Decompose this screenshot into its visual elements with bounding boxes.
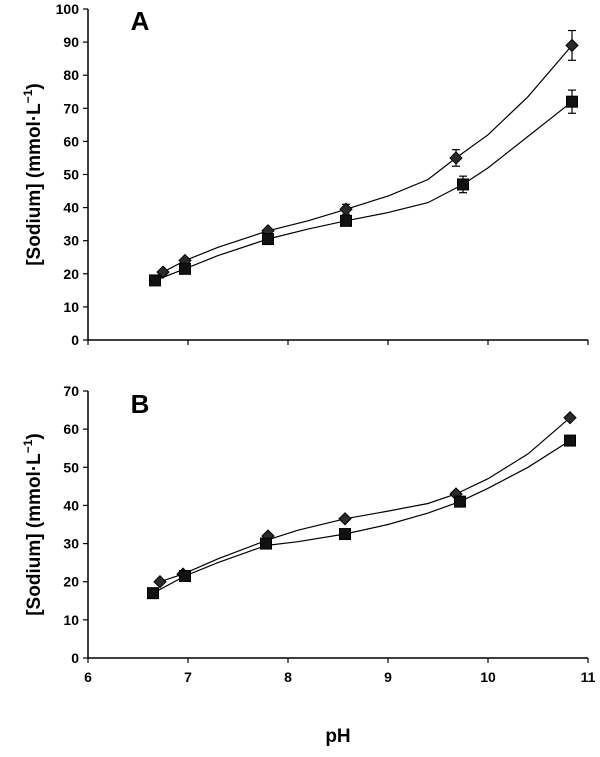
y-axis-title: [Sodium] (mmol·L−1) bbox=[21, 83, 45, 266]
x-tick-label: 6 bbox=[84, 669, 92, 685]
series-line-diamond bbox=[159, 417, 571, 583]
y-tick-label: 20 bbox=[63, 266, 79, 282]
series-line-diamond bbox=[162, 45, 573, 273]
square-data-point bbox=[566, 95, 578, 108]
square-data-point bbox=[262, 233, 274, 246]
y-tick-label: 60 bbox=[63, 133, 79, 149]
chart-panel-b: 0 10 20 30 40 50 60 70 6 7 8 9 10 11 B [Sodium] (mmol·L… bbox=[21, 383, 596, 685]
series-line-square bbox=[154, 101, 573, 281]
diamond-data-point bbox=[338, 512, 352, 526]
square-data-point bbox=[340, 214, 352, 227]
y-tick-label: 10 bbox=[63, 612, 79, 628]
square-data-point bbox=[564, 434, 576, 447]
square-data-point bbox=[147, 587, 159, 600]
y-tick-label: 50 bbox=[63, 167, 79, 183]
y-tick-label: 50 bbox=[63, 459, 79, 475]
y-axis-title-exponent: −1 bbox=[21, 439, 35, 453]
y-tick-label: 40 bbox=[63, 497, 79, 513]
y-tick-label: 70 bbox=[63, 383, 79, 399]
x-tick-label: 11 bbox=[581, 669, 596, 685]
chart-panel-a: 0 10 20 30 40 50 60 70 80 90 100 A [Sodium] (mmol·L−… bbox=[21, 1, 589, 348]
y-axis-title-main: [Sodium] (mmol·L bbox=[24, 453, 45, 616]
x-tick-label: 9 bbox=[384, 669, 392, 685]
y-tick-label: 70 bbox=[63, 100, 79, 116]
y-axis-title-main: [Sodium] (mmol·L bbox=[24, 103, 45, 266]
series-line-square bbox=[152, 440, 571, 594]
x-axis-title: pH bbox=[325, 726, 350, 747]
panel-label: A bbox=[131, 6, 150, 36]
diamond-data-point bbox=[153, 575, 167, 589]
y-tick-label: 0 bbox=[71, 650, 79, 666]
y-tick-label: 0 bbox=[71, 332, 79, 348]
diamond-data-point bbox=[563, 410, 577, 425]
y-tick-label: 40 bbox=[63, 200, 79, 216]
y-axis-title-close: ) bbox=[24, 83, 45, 89]
y-tick-label: 10 bbox=[63, 299, 79, 315]
y-tick-label: 90 bbox=[63, 34, 79, 50]
diamond-data-point bbox=[449, 151, 463, 165]
y-tick-label: 30 bbox=[63, 233, 79, 249]
y-axis-title-close: ) bbox=[24, 433, 45, 439]
y-tick-label: 100 bbox=[56, 1, 80, 17]
x-tick-label: 10 bbox=[480, 669, 496, 685]
square-data-point bbox=[179, 569, 191, 582]
panel-label: B bbox=[131, 389, 150, 419]
y-axis-title: [Sodium] (mmol·L−1) bbox=[21, 433, 45, 616]
y-axis-title-exponent: −1 bbox=[21, 89, 35, 103]
square-data-point bbox=[457, 178, 469, 191]
square-data-point bbox=[339, 528, 351, 541]
diamond-data-point bbox=[339, 202, 353, 216]
y-tick-label: 80 bbox=[63, 67, 79, 83]
square-data-point bbox=[149, 274, 161, 287]
y-tick-label: 30 bbox=[63, 536, 79, 552]
y-tick-label: 20 bbox=[63, 574, 79, 590]
diamond-data-point bbox=[565, 38, 579, 53]
y-tick-label: 60 bbox=[63, 421, 79, 437]
square-data-point bbox=[454, 495, 466, 508]
x-tick-label: 7 bbox=[184, 669, 192, 685]
x-tick-label: 8 bbox=[284, 669, 292, 685]
square-data-point bbox=[179, 262, 191, 275]
square-data-point bbox=[260, 537, 272, 550]
